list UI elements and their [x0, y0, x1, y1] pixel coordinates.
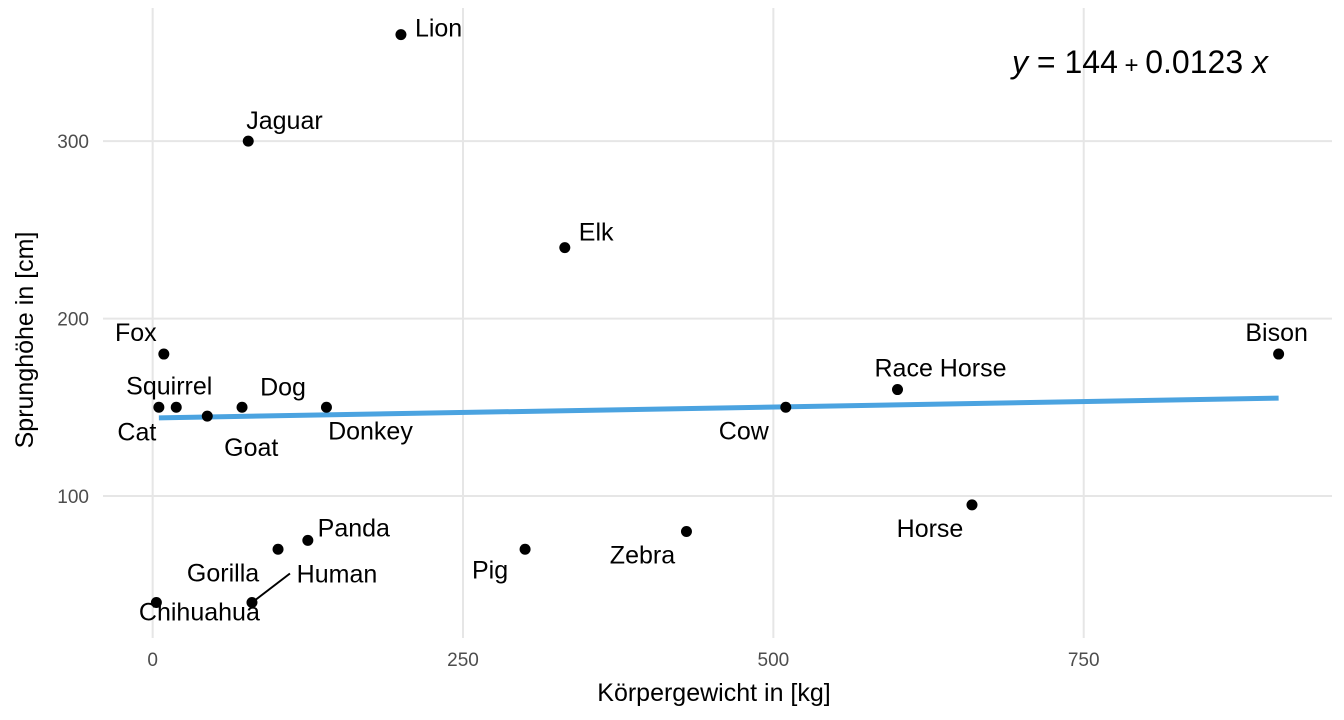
point-bison: [1273, 348, 1285, 360]
point-label-cow: Cow: [719, 417, 770, 445]
point-zebra: [680, 526, 692, 538]
point-label-jaguar: Jaguar: [246, 107, 322, 135]
point-label-elk: Elk: [579, 219, 614, 247]
leader-line-human: [255, 572, 291, 601]
x-tick-label: 500: [758, 650, 790, 671]
point-label-bison: Bison: [1245, 319, 1308, 347]
x-tick-label: 250: [447, 650, 479, 671]
point-cat: [153, 401, 165, 413]
point-squirrel: [170, 401, 182, 413]
point-elk: [559, 242, 571, 254]
y-axis-title: Sprunghöhe in [cm]: [11, 232, 39, 449]
x-tick-label: 750: [1068, 650, 1100, 671]
point-lion: [395, 29, 407, 41]
points-layer: [150, 29, 1285, 609]
point-labels-layer: Lion Jaguar Elk Fox Bison Race Horse Squirrel C…: [115, 15, 1308, 627]
point-label-human: Human: [297, 561, 378, 589]
point-goat: [201, 410, 213, 422]
point-jaguar: [242, 135, 254, 147]
equation-plus: +: [1118, 52, 1145, 79]
point-label-zebra: Zebra: [610, 542, 675, 570]
y-tick-label: 300: [57, 132, 89, 153]
equation-var: x: [1250, 44, 1269, 80]
point-dog: [236, 401, 248, 413]
point-label-cat: Cat: [117, 418, 156, 446]
equation-intercept: = 144: [1028, 44, 1118, 80]
x-tick-label: 0: [147, 650, 158, 671]
regression-equation: y = 144 + 0.0123 x: [1010, 44, 1269, 80]
point-fox: [158, 348, 170, 360]
point-human: [246, 597, 258, 609]
y-tick-label: 200: [57, 310, 89, 331]
point-label-dog: Dog: [260, 373, 306, 401]
point-label-lion: Lion: [415, 15, 462, 43]
tick-labels: 0 250 500 750 100 200 300: [57, 132, 1099, 671]
point-cow: [780, 401, 792, 413]
point-label-horse: Horse: [897, 515, 964, 543]
point-donkey: [320, 401, 332, 413]
grid: [103, 8, 1332, 638]
x-axis-title: Körpergewicht in [kg]: [597, 679, 830, 707]
trend-line-layer: [158, 395, 1279, 421]
point-label-chihuahua: Chihuahua: [139, 599, 260, 627]
point-label-squirrel: Squirrel: [126, 372, 212, 400]
point-label-fox: Fox: [115, 319, 157, 347]
point-pig: [519, 543, 531, 555]
point-label-panda: Panda: [318, 514, 390, 542]
point-label-goat: Goat: [224, 434, 278, 462]
point-race-horse: [892, 384, 904, 396]
point-horse: [966, 499, 978, 511]
trend-line: [158, 395, 1279, 421]
point-label-gorilla: Gorilla: [187, 559, 259, 587]
point-chihuahua: [150, 597, 162, 609]
y-tick-label: 100: [57, 487, 89, 508]
point-panda: [302, 534, 314, 546]
equation-lhs: y: [1010, 44, 1030, 80]
point-label-donkey: Donkey: [328, 417, 413, 445]
point-label-race-horse: Race Horse: [875, 355, 1007, 383]
point-label-pig: Pig: [472, 556, 508, 584]
equation-slope: 0.0123: [1145, 44, 1252, 80]
point-gorilla: [272, 543, 284, 555]
